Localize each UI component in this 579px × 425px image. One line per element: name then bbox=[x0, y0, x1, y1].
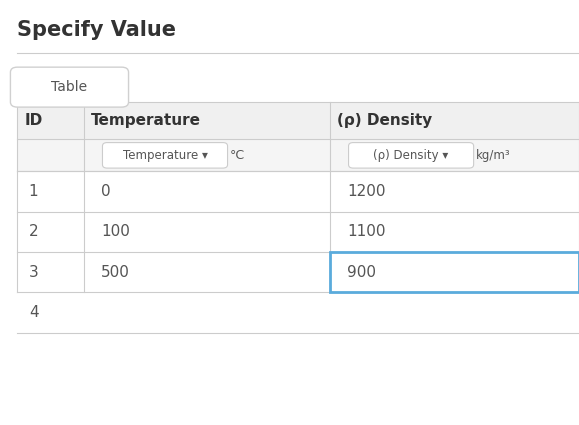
Text: Temperature ▾: Temperature ▾ bbox=[123, 149, 207, 162]
Text: 1100: 1100 bbox=[347, 224, 386, 239]
FancyBboxPatch shape bbox=[102, 143, 228, 168]
Text: (ρ) Density ▾: (ρ) Density ▾ bbox=[373, 149, 449, 162]
Text: 4: 4 bbox=[29, 305, 38, 320]
Text: (ρ) Density: (ρ) Density bbox=[337, 113, 433, 128]
Text: kg/m³: kg/m³ bbox=[476, 149, 511, 162]
Text: °C: °C bbox=[230, 149, 245, 162]
Text: Table: Table bbox=[52, 80, 87, 94]
FancyBboxPatch shape bbox=[10, 67, 129, 107]
Text: 0: 0 bbox=[101, 184, 111, 199]
Bar bbox=[17, 102, 579, 139]
Text: ID: ID bbox=[24, 113, 43, 128]
Bar bbox=[17, 171, 579, 212]
Bar bbox=[17, 212, 579, 252]
Bar bbox=[17, 139, 579, 171]
Text: 3: 3 bbox=[29, 265, 38, 280]
Bar bbox=[17, 292, 579, 333]
Text: 1200: 1200 bbox=[347, 184, 386, 199]
Text: Temperature: Temperature bbox=[91, 113, 201, 128]
Bar bbox=[330, 252, 579, 292]
Text: Specify Value: Specify Value bbox=[17, 20, 177, 40]
Text: 1: 1 bbox=[29, 184, 38, 199]
Text: 500: 500 bbox=[101, 265, 130, 280]
FancyBboxPatch shape bbox=[349, 143, 474, 168]
Text: 2: 2 bbox=[29, 224, 38, 239]
Text: 100: 100 bbox=[101, 224, 130, 239]
Bar bbox=[17, 252, 579, 292]
Text: 900: 900 bbox=[347, 265, 376, 280]
